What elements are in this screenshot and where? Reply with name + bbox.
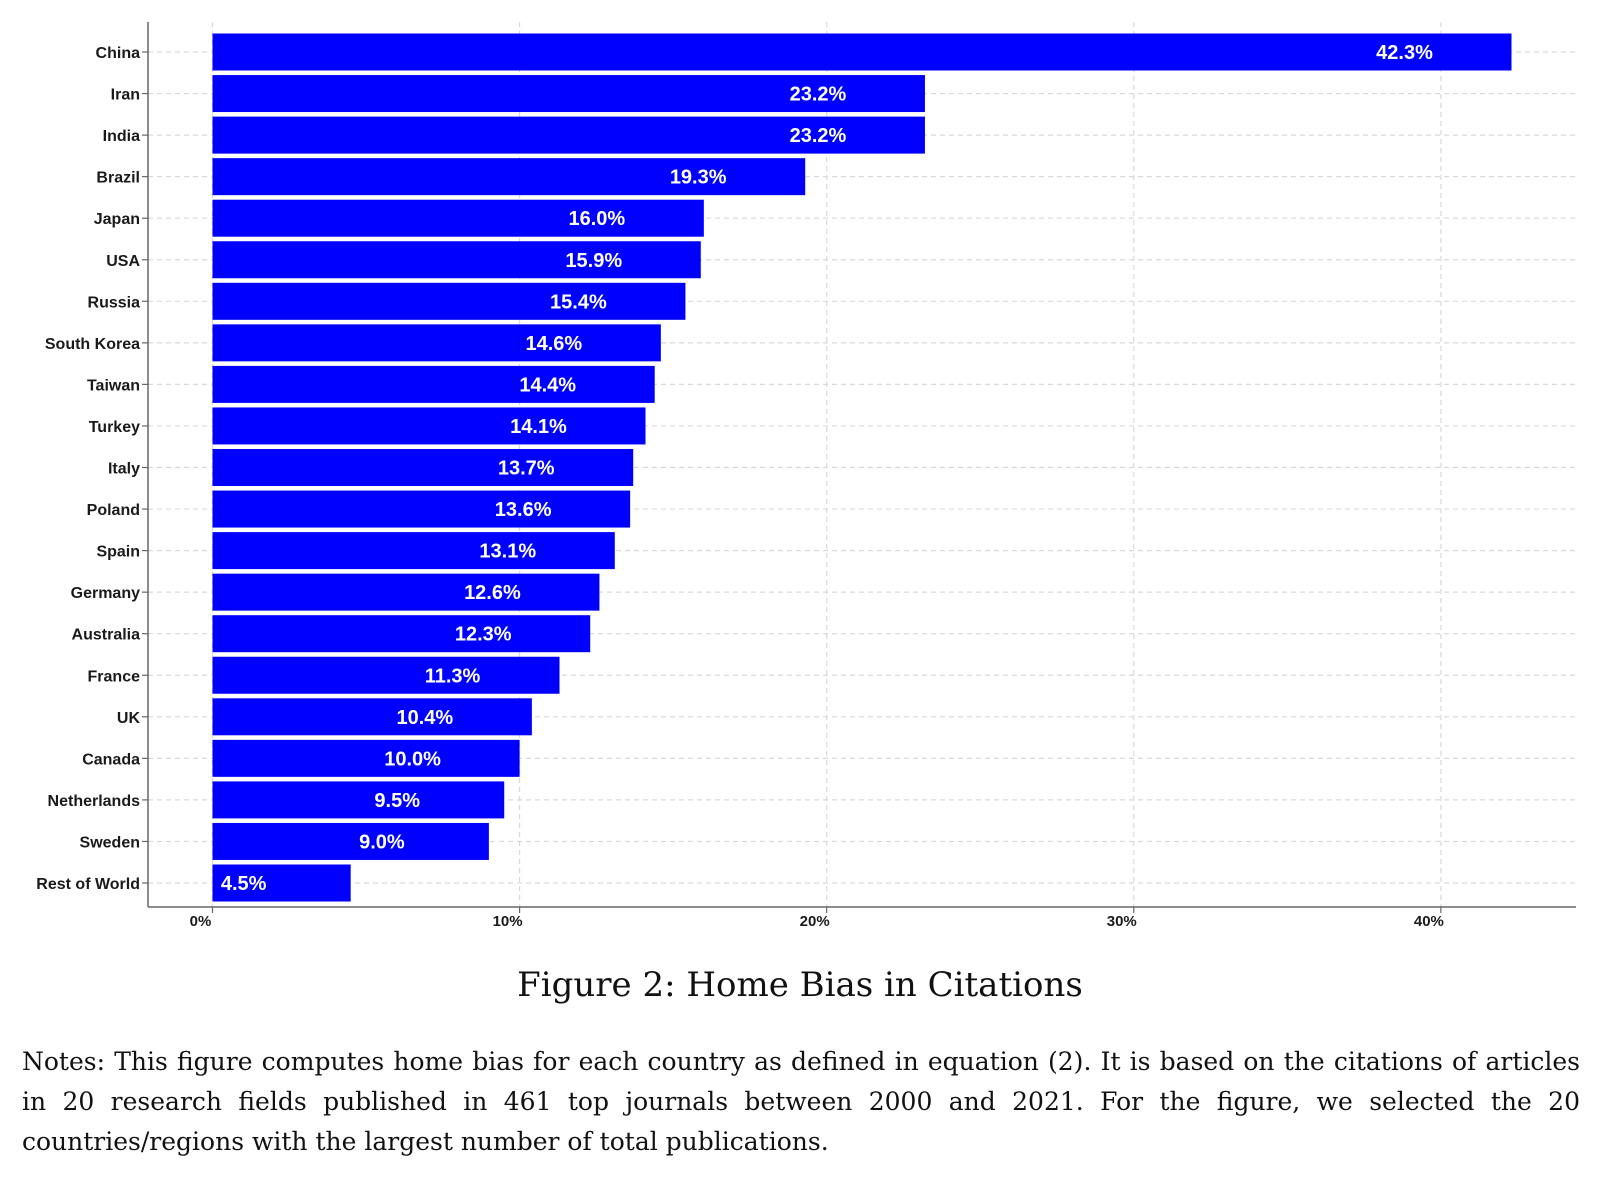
data-label: 9.0% bbox=[359, 831, 405, 853]
bar bbox=[212, 573, 600, 611]
data-label: 14.4% bbox=[519, 374, 576, 396]
y-tick-label: Germany bbox=[71, 585, 140, 602]
y-tick-label: Poland bbox=[87, 502, 140, 519]
bar bbox=[212, 490, 631, 528]
y-tick-label: Rest of World bbox=[36, 876, 140, 893]
data-label: 12.3% bbox=[455, 624, 512, 646]
data-label: 9.5% bbox=[374, 790, 420, 812]
y-tick-label: Japan bbox=[94, 211, 140, 228]
figure-notes: Notes: This figure computes home bias fo… bbox=[22, 1047, 1580, 1156]
y-tick-label: Italy bbox=[108, 461, 140, 478]
x-tick-label: 20% bbox=[800, 913, 830, 930]
data-label: 15.4% bbox=[550, 291, 607, 313]
bar bbox=[212, 532, 615, 570]
data-label: 14.6% bbox=[525, 333, 582, 355]
bar bbox=[212, 698, 532, 736]
y-tick-label: Spain bbox=[96, 544, 140, 561]
data-label: 15.9% bbox=[565, 250, 622, 272]
bar bbox=[212, 781, 505, 819]
bar-chart: China Iran India Brazil Japan USA Russia South … bbox=[36, 22, 1576, 930]
bar bbox=[212, 116, 925, 154]
data-label: 4.5% bbox=[221, 873, 267, 895]
y-tick-label: Iran bbox=[111, 87, 140, 104]
y-tick-label: France bbox=[88, 668, 141, 685]
x-tick-label: 10% bbox=[493, 913, 523, 930]
data-label: 16.0% bbox=[568, 208, 625, 230]
y-tick-label: Brazil bbox=[96, 170, 140, 187]
x-tick-label: 0% bbox=[190, 913, 212, 930]
y-tick-label: Canada bbox=[82, 751, 140, 768]
x-tick-label: 30% bbox=[1107, 913, 1137, 930]
data-label: 23.2% bbox=[790, 84, 847, 106]
data-label: 10.4% bbox=[397, 707, 454, 729]
bar bbox=[212, 241, 701, 279]
data-label: 19.3% bbox=[670, 167, 727, 189]
bar bbox=[212, 615, 591, 653]
y-tick-label: Taiwan bbox=[87, 377, 140, 394]
bar bbox=[212, 282, 686, 320]
y-tick-label: Russia bbox=[88, 294, 141, 311]
bar bbox=[212, 407, 646, 445]
figure-caption: Figure 2: Home Bias in Citations bbox=[517, 965, 1083, 1005]
axes: 0% 10% 20% 30% 40% bbox=[142, 22, 1576, 930]
bar bbox=[212, 656, 560, 694]
data-label: 42.3% bbox=[1376, 42, 1433, 64]
bar bbox=[212, 324, 661, 362]
y-tick-label: Australia bbox=[72, 627, 141, 644]
bar bbox=[212, 33, 1512, 71]
bar bbox=[212, 449, 634, 486]
bar bbox=[212, 365, 655, 403]
data-label: 12.6% bbox=[464, 582, 521, 604]
category-labels: China Iran India Brazil Japan USA Russia South … bbox=[36, 45, 140, 893]
data-label: 13.6% bbox=[495, 499, 552, 521]
data-label: 13.1% bbox=[479, 541, 536, 563]
bar bbox=[212, 822, 489, 860]
bar bbox=[212, 739, 520, 777]
y-tick-label: Sweden bbox=[80, 834, 140, 851]
data-labels: 42.3% 23.2% 23.2% 19.3% 16.0% 15.9% 15.4% 14.6%… bbox=[221, 42, 1433, 895]
bars bbox=[212, 33, 1512, 902]
data-label: 11.3% bbox=[425, 665, 481, 687]
data-label: 10.0% bbox=[384, 748, 441, 770]
data-label: 14.1% bbox=[510, 416, 567, 438]
data-label: 13.7% bbox=[498, 458, 555, 480]
x-tick-label: 40% bbox=[1414, 913, 1444, 930]
y-tick-label: India bbox=[103, 128, 140, 145]
y-tick-label: UK bbox=[117, 710, 141, 727]
y-tick-label: Netherlands bbox=[48, 793, 141, 810]
bar bbox=[212, 75, 925, 113]
y-tick-label: Turkey bbox=[89, 419, 140, 436]
y-tick-label: USA bbox=[106, 253, 140, 270]
bar bbox=[212, 199, 704, 237]
bar bbox=[212, 158, 806, 196]
bar bbox=[212, 864, 351, 902]
y-tick-label: South Korea bbox=[45, 336, 140, 353]
y-tick-label: China bbox=[96, 45, 141, 62]
data-label: 23.2% bbox=[790, 125, 847, 147]
